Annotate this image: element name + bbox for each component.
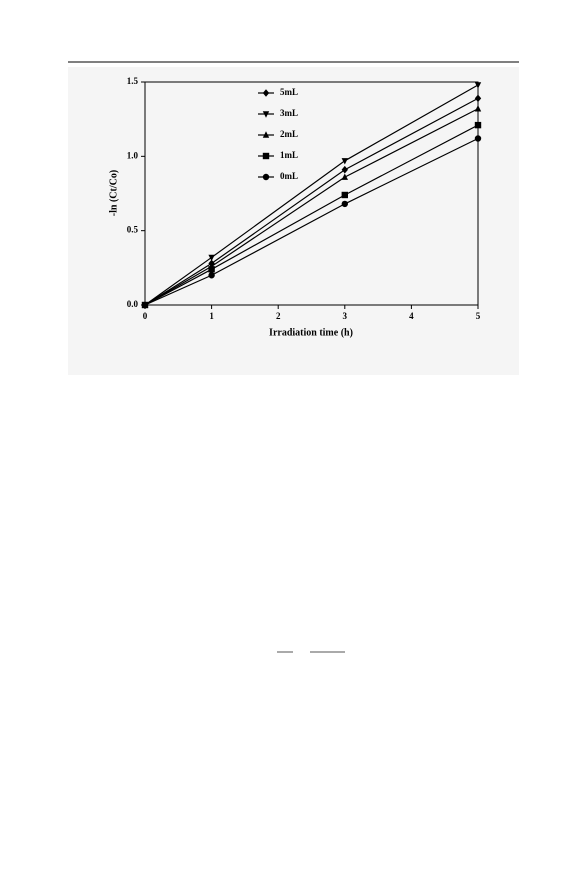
legend-label: 5mL xyxy=(280,87,298,97)
marker xyxy=(341,200,348,208)
series-line xyxy=(144,84,479,306)
legend-label: 2mL xyxy=(280,129,298,139)
marker xyxy=(208,266,215,273)
series-line xyxy=(144,108,479,306)
marker xyxy=(341,173,348,180)
marker xyxy=(208,254,215,262)
marker xyxy=(262,111,270,118)
x-tick-label: 0 xyxy=(143,311,148,321)
legend-label: 1mL xyxy=(280,150,298,160)
marker xyxy=(474,82,482,89)
marker xyxy=(341,158,348,165)
y-tick-label: 0.0 xyxy=(127,299,139,309)
marker xyxy=(474,94,482,103)
x-tick-label: 3 xyxy=(343,311,348,321)
x-tick-label: 5 xyxy=(476,311,481,321)
marker xyxy=(208,272,215,279)
marker xyxy=(262,89,270,97)
series-line xyxy=(144,137,479,306)
marker xyxy=(141,301,149,309)
marker xyxy=(341,165,348,174)
marker xyxy=(474,121,482,129)
series-line xyxy=(144,124,479,306)
y-tick-label: 1.0 xyxy=(127,150,139,160)
marker xyxy=(474,135,482,142)
x-tick-label: 4 xyxy=(409,311,414,321)
y-axis-label: -ln (Ct/Co) xyxy=(108,170,119,216)
legend-label: 0mL xyxy=(280,171,298,181)
y-tick-label: 0.5 xyxy=(127,225,139,235)
x-tick-label: 2 xyxy=(276,311,281,321)
x-tick-label: 1 xyxy=(209,311,214,321)
marker xyxy=(341,191,348,199)
marker xyxy=(262,152,270,160)
marker xyxy=(474,105,482,112)
x-axis-label: Irradiation time (h) xyxy=(269,327,353,338)
plot-frame xyxy=(144,81,479,306)
series-line xyxy=(144,97,479,306)
marker xyxy=(262,131,270,138)
figure-background xyxy=(68,67,519,375)
legend-label: 3mL xyxy=(280,108,298,118)
y-tick-label: 1.5 xyxy=(127,76,139,86)
marker xyxy=(262,173,270,181)
